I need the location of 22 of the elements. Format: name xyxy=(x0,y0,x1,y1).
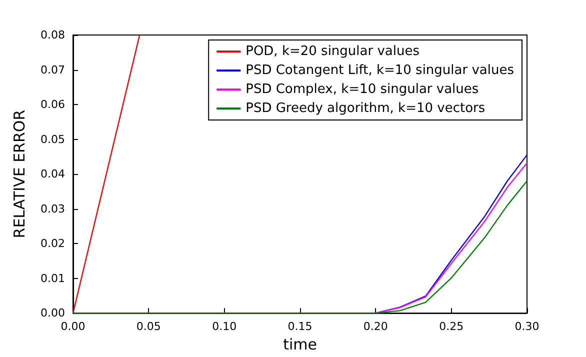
x-tick-label: 0.05 xyxy=(136,320,161,334)
y-tick-label: 0.08 xyxy=(40,28,65,42)
x-tick-label: 0.30 xyxy=(514,320,540,334)
x-axis-title: time xyxy=(283,336,317,354)
x-tick-label: 0.15 xyxy=(288,320,312,334)
y-tick-label: 0.00 xyxy=(40,306,65,320)
y-axis-title: RELATIVE ERROR xyxy=(10,110,28,238)
x-tick-label: 0.10 xyxy=(212,320,237,334)
x-tick-label: 0.20 xyxy=(363,320,388,334)
legend-label: POD, k=20 singular values xyxy=(246,44,420,59)
y-tick-label: 0.02 xyxy=(40,237,65,250)
x-tick-label: 0.25 xyxy=(439,320,464,334)
legend-label: PSD Complex, k=10 singular values xyxy=(246,82,479,97)
y-tick-label: 0.04 xyxy=(40,168,65,181)
y-tick-label: 0.06 xyxy=(40,98,65,112)
x-tick-label: 0.00 xyxy=(60,320,86,334)
y-tick-label: 0.03 xyxy=(40,202,65,216)
y-tick-label: 0.05 xyxy=(40,132,65,146)
legend-label: PSD Cotangent Lift, k=10 singular values xyxy=(246,63,514,78)
y-tick-label: 0.01 xyxy=(40,272,65,285)
y-tick-label: 0.07 xyxy=(40,63,65,76)
legend-label: PSD Greedy algorithm, k=10 vectors xyxy=(246,101,486,116)
